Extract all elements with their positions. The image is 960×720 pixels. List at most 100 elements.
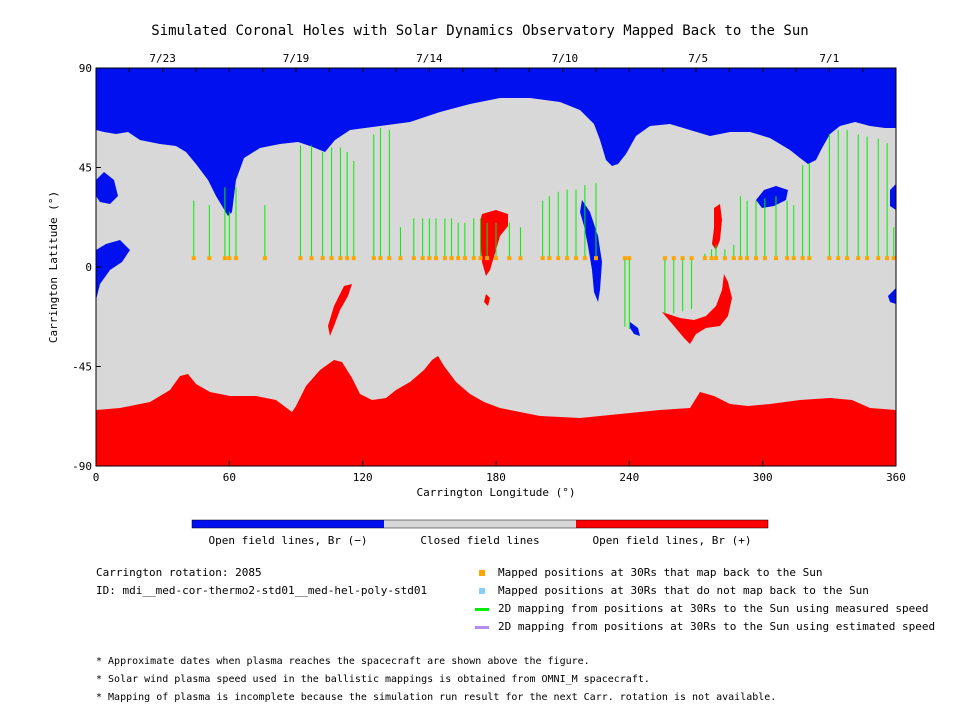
open-positive-patch	[662, 274, 732, 344]
mapped-position-point	[582, 256, 587, 261]
mapped-position-point	[207, 256, 212, 261]
mapped-position-point	[800, 256, 805, 261]
date-label: 7/14	[416, 52, 443, 65]
x-tick-label: 60	[223, 471, 236, 484]
mapped-position-point	[456, 256, 461, 261]
mapped-position-point	[622, 256, 627, 261]
open-negative-patch	[890, 184, 896, 210]
open-negative-patch	[580, 200, 602, 302]
mapped-position-point	[298, 256, 303, 261]
mapped-position-point	[262, 256, 267, 261]
mapped-position-point	[738, 256, 743, 261]
mapped-position-point	[662, 256, 667, 261]
open-positive-patch	[484, 294, 490, 306]
mapped-position-point	[371, 256, 376, 261]
open-negative-patch	[96, 240, 130, 300]
date-label: 7/19	[283, 52, 310, 65]
y-tick-label: -90	[72, 460, 92, 473]
colorbar-segment	[576, 520, 768, 528]
open-negative-patch	[756, 186, 788, 208]
map-area	[96, 68, 896, 466]
x-tick-label: 300	[753, 471, 773, 484]
mapped-position-group	[191, 256, 896, 261]
mapped-position-point	[891, 256, 896, 261]
x-tick-label: 240	[619, 471, 639, 484]
x-axis-label: Carrington Longitude (°)	[416, 486, 576, 499]
legend-marker	[479, 570, 485, 576]
footnote: * Solar wind plasma speed used in the ba…	[96, 674, 650, 685]
colorbar-label: Open field lines, Br (−)	[208, 534, 368, 547]
mapped-position-point	[856, 256, 861, 261]
mapped-position-point	[222, 256, 227, 261]
mapped-position-point	[411, 256, 416, 261]
mapped-position-point	[478, 256, 483, 261]
mapped-position-point	[345, 256, 350, 261]
mapped-position-point	[234, 256, 238, 261]
mapped-position-point	[494, 256, 498, 261]
colorbar-label: Open field lines, Br (+)	[592, 534, 752, 547]
date-label: 7/23	[149, 52, 176, 65]
mapped-position-point	[774, 256, 778, 261]
simulation-id-label: ID: mdi__med-cor-thermo2-std01__med-hel-…	[96, 584, 428, 597]
y-tick-label: 0	[85, 261, 92, 274]
mapped-position-point	[689, 256, 694, 261]
mapped-position-point	[398, 256, 403, 261]
mapped-position-point	[320, 256, 325, 261]
mapped-position-point	[191, 256, 196, 261]
mapped-position-point	[885, 256, 890, 261]
field-line-group	[193, 127, 895, 329]
legend-marker	[475, 626, 489, 629]
y-axis-label: Carrington Latitude (°)	[47, 190, 60, 344]
colorbar-label: Closed field lines	[420, 534, 540, 547]
x-tick-label: 180	[486, 471, 506, 484]
x-tick-label: 0	[93, 471, 100, 484]
mapped-position-point	[540, 256, 545, 261]
mapped-position-point	[762, 256, 767, 261]
axes-group: 0 60 120 180 240 300 360 90 45 0 -45 -90 7/23 7/19 7/1…	[72, 52, 906, 484]
open-positive-patch	[712, 204, 722, 250]
mapped-position-point	[442, 256, 447, 261]
legend-marker	[479, 588, 485, 594]
mapped-position-point	[754, 256, 758, 261]
mapped-position-point	[547, 256, 552, 261]
legend-label: Mapped positions at 30Rs that map back t…	[498, 566, 823, 579]
carrington-rotation-label: Carrington rotation: 2085	[96, 566, 262, 579]
legend-label: 2D mapping from positions at 30Rs to the…	[498, 620, 936, 633]
south-polar-hole	[96, 356, 896, 466]
mapped-position-point	[378, 256, 383, 261]
mapped-position-point	[827, 256, 832, 261]
mapped-position-point	[227, 256, 232, 261]
chart-title: Simulated Coronal Holes with Solar Dynam…	[151, 23, 809, 39]
north-polar-hole	[96, 68, 896, 216]
mapped-position-point	[565, 256, 570, 261]
y-tick-label: -45	[72, 361, 92, 374]
mapped-position-point	[745, 256, 750, 261]
mapped-position-point	[427, 256, 432, 261]
mapped-position-point	[449, 256, 454, 261]
x-tick-label: 120	[353, 471, 373, 484]
legend-label: 2D mapping from positions at 30Rs to the…	[498, 602, 929, 615]
mapped-position-point	[387, 256, 392, 261]
mapped-position-point	[702, 256, 707, 261]
mapped-position-point	[329, 256, 334, 261]
mapped-position-point	[865, 256, 870, 261]
date-label: 7/10	[552, 52, 579, 65]
open-positive-patch	[328, 284, 352, 336]
mapped-position-point	[627, 256, 632, 261]
mapped-position-point	[507, 256, 512, 261]
legend-marker	[475, 608, 489, 611]
open-negative-patch	[630, 322, 640, 336]
mapped-position-point	[485, 256, 490, 261]
colorbar	[191, 519, 769, 529]
date-label: 7/5	[688, 52, 708, 65]
mapped-position-point	[722, 256, 727, 261]
mapped-position-point	[836, 256, 841, 261]
mapped-position-point	[680, 256, 685, 261]
mapped-position-point	[309, 256, 314, 261]
y-tick-label: 45	[79, 162, 92, 175]
mapped-position-point	[518, 256, 523, 261]
colorbar-segment	[384, 520, 576, 528]
mapped-position-point	[709, 256, 714, 261]
mapped-position-point	[434, 256, 438, 261]
